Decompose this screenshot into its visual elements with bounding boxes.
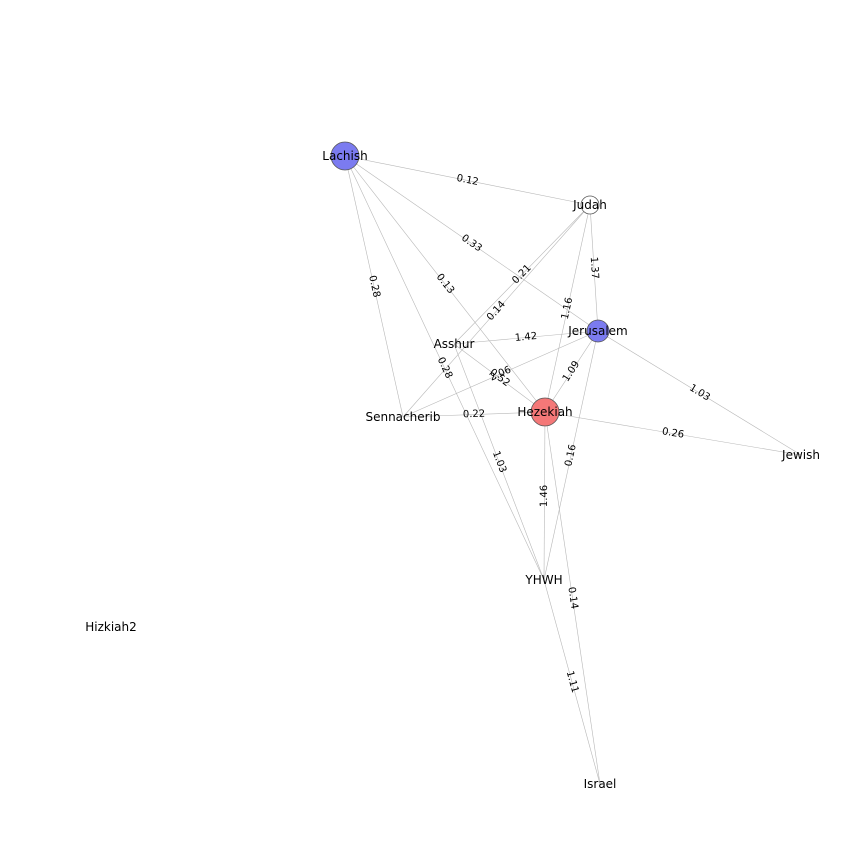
edge-asshur-hezekiah (453, 343, 546, 413)
edge-label-lachish-sennacherib: 0.28 (366, 274, 382, 298)
edge-label-hezekiah-israel: 0.14 (565, 586, 579, 610)
edge-label-jerusalem-jewish: 1.03 (687, 383, 712, 404)
edge-hezekiah-yhwh (543, 411, 546, 581)
node-label-hezekiah: Hezekiah (517, 405, 572, 419)
edge-label-lachish-hezekiah: 0.13 (434, 272, 456, 296)
nodes-layer (330, 141, 610, 427)
node-label-yhwh: YHWH (524, 573, 562, 587)
edge-hezekiah-israel (544, 411, 601, 785)
edge-label-jerusalem-yhwh: 0.16 (563, 443, 578, 467)
node-label-hizkiah2: Hizkiah2 (85, 620, 137, 634)
node-label-jerusalem: Jerusalem (567, 324, 627, 338)
edge-label-judah-sennacherib: 0.14 (485, 299, 508, 323)
node-hezekiah (530, 397, 560, 427)
edge-judah-hezekiah (544, 204, 591, 413)
node-labels-layer: Lachish Judah Jerusalem Asshur Hezekiah Senna… (85, 149, 820, 791)
node-label-israel: Israel (584, 777, 617, 791)
edge-labels-layer: 0.120.330.130.280.281.370.210.14 1.161.42… (366, 173, 712, 694)
edges-layer (344, 155, 802, 785)
edge-label-hezekiah-yhwh: 1.46 (539, 485, 550, 507)
edge-jerusalem-jewish (597, 330, 802, 456)
edge-label-judah-jerusalem: 1.37 (588, 257, 600, 280)
edge-lachish-sennacherib (344, 155, 404, 418)
edge-lachish-judah (344, 155, 591, 206)
edge-label-judah-hezekiah: 1.16 (560, 296, 575, 320)
edge-judah-jerusalem (589, 204, 599, 332)
node-label-lachish: Lachish (322, 149, 367, 163)
node-judah (580, 195, 600, 215)
node-label-sennacherib: Sennacherib (365, 410, 440, 424)
node-label-jewish: Jewish (781, 448, 820, 462)
edge-label-hezekiah-jewish: 0.26 (661, 426, 685, 441)
edge-label-lachish-judah: 0.12 (456, 173, 480, 188)
edge-lachish-jerusalem (344, 155, 599, 332)
edge-jerusalem-hezekiah (544, 330, 599, 413)
edge-label-asshur-jerusalem: 1.42 (514, 331, 537, 344)
node-lachish (330, 141, 360, 171)
edge-label-sennacherib-hezekiah: 0.22 (463, 409, 486, 421)
node-label-judah: Judah (572, 198, 607, 212)
edge-sennacherib-jerusalem (402, 330, 599, 418)
edge-sennacherib-hezekiah (402, 411, 546, 418)
edge-label-yhwh-israel: 1.11 (564, 670, 581, 694)
node-jerusalem (586, 319, 610, 343)
node-label-asshur: Asshur (434, 337, 475, 351)
edge-label-lachish-jerusalem: 0.33 (459, 233, 484, 255)
edge-hezekiah-jewish (544, 411, 802, 456)
edge-label-lachish-yhwh: 0.28 (435, 356, 454, 381)
edge-judah-sennacherib (402, 204, 591, 418)
edge-asshur-yhwh (453, 343, 545, 581)
edge-label-jerusalem-hezekiah: 1.09 (561, 359, 582, 384)
edge-judah-asshur (453, 204, 591, 345)
edge-yhwh-israel (543, 579, 601, 785)
edge-jerusalem-yhwh (543, 330, 599, 581)
edge-lachish-yhwh (344, 155, 545, 581)
edge-asshur-jerusalem (453, 330, 599, 345)
